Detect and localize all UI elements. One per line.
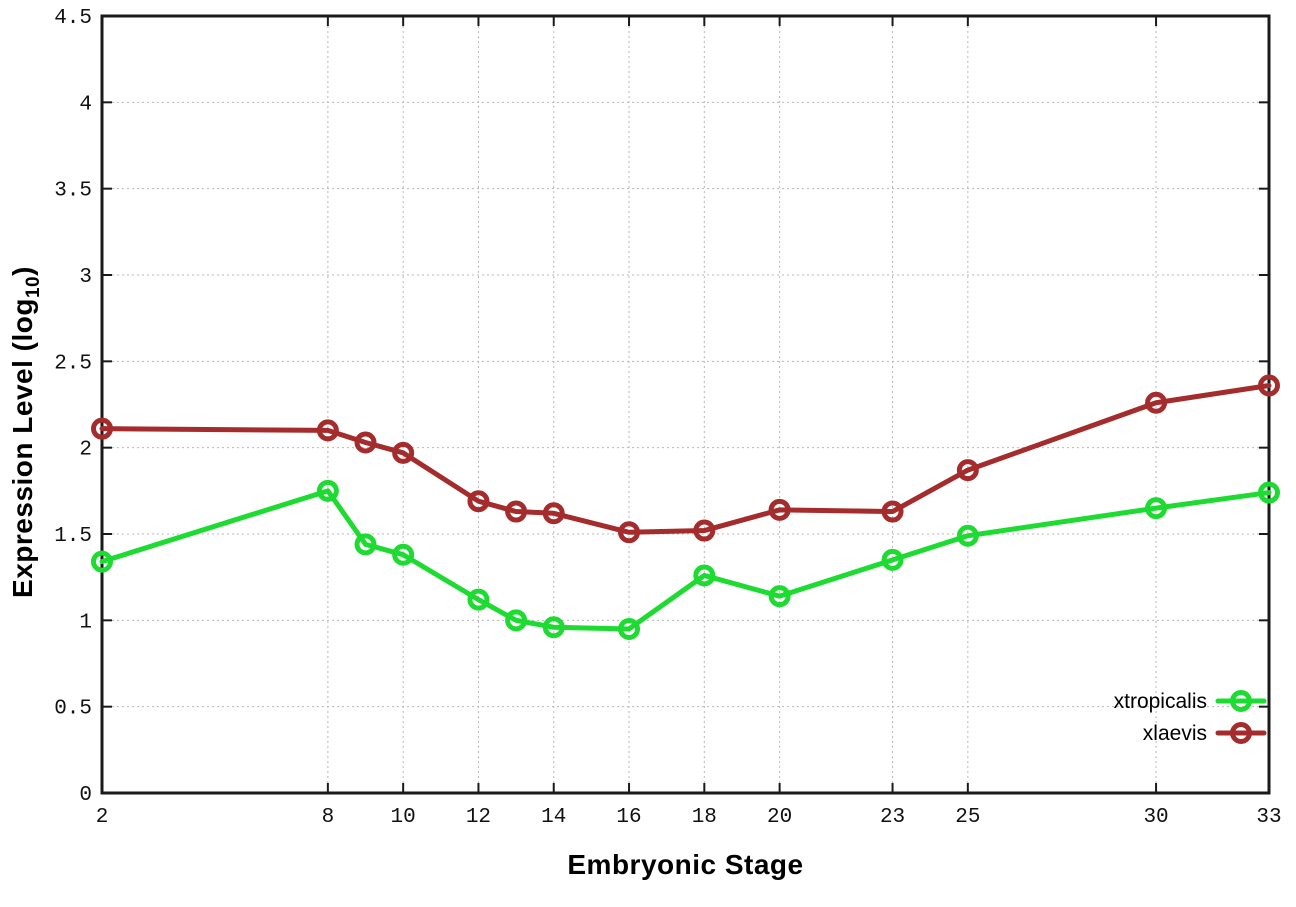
data-point-xtropicalis [693,564,716,587]
x-tick-label: 33 [1256,806,1281,829]
y-axis-title-text: Expression Level (log [7,298,38,598]
x-tick-label: 18 [692,806,717,829]
data-point-xtropicalis [1258,481,1280,504]
x-tick-label: 8 [322,806,335,829]
data-point-xtropicalis [392,543,415,566]
data-point-xtropicalis [542,616,565,639]
x-tick-label: 14 [541,806,566,829]
data-point-xlaevis [91,417,113,440]
legend-marker-xtropicalis [1230,690,1252,712]
y-tick-label: 1 [79,611,92,634]
data-point-xtropicalis [316,479,339,502]
data-point-xlaevis [693,519,716,542]
x-tick-label: 25 [955,806,980,829]
data-point-xlaevis [542,502,565,525]
legend-label-xtropicalis: xtropicalis [1114,690,1207,713]
data-point-xtropicalis [956,524,979,547]
x-tick-label: 20 [767,806,792,829]
legend-label-xlaevis: xlaevis [1143,722,1207,745]
y-tick-label: 3.5 [54,180,92,203]
y-tick-label: 1.5 [54,525,92,548]
data-point-xtropicalis [881,548,904,571]
y-tick-label: 2 [79,439,92,462]
plot-border [100,14,1271,795]
data-point-xlaevis [316,419,339,442]
data-point-xtropicalis [91,550,113,573]
data-point-xlaevis [392,441,415,464]
data-point-xtropicalis [768,585,791,608]
data-point-xlaevis [881,500,904,523]
y-tick-label: 3 [79,266,92,289]
y-tick-label: 4.5 [54,7,92,30]
x-tick-label: 30 [1143,806,1168,829]
data-point-xtropicalis [618,617,641,640]
data-point-xlaevis [354,431,377,454]
series-line-xtropicalis [99,488,1272,632]
data-point-xlaevis [768,498,791,521]
data-point-xtropicalis [354,533,377,556]
y-tick-label: 2.5 [54,352,92,375]
data-point-xtropicalis [505,609,528,632]
y-tick-label: 4 [79,93,92,116]
data-point-xlaevis [1145,391,1168,414]
x-tick-label: 2 [96,806,109,829]
y-axis-title-subscript: 10 [23,275,44,299]
data-point-xlaevis [467,490,490,513]
y-tick-label: 0.5 [54,698,92,721]
data-point-xlaevis [1258,374,1280,397]
data-point-xtropicalis [467,588,490,611]
data-point-xlaevis [618,521,641,544]
x-tick-label: 23 [880,806,905,829]
y-tick-label: 0 [79,784,92,807]
x-axis-title: Embryonic Stage [567,849,804,880]
x-tick-label: 12 [466,806,491,829]
series-line-xlaevis [99,383,1272,535]
x-tick-label: 10 [391,806,416,829]
data-point-xlaevis [956,459,979,482]
y-axis-title: Expression Level (log10) [7,266,45,598]
data-point-xlaevis [505,500,528,523]
legend-marker-xlaevis [1230,722,1252,744]
data-point-xtropicalis [1145,497,1168,520]
y-axis-title-suffix: ) [7,266,38,276]
x-tick-label: 16 [616,806,641,829]
